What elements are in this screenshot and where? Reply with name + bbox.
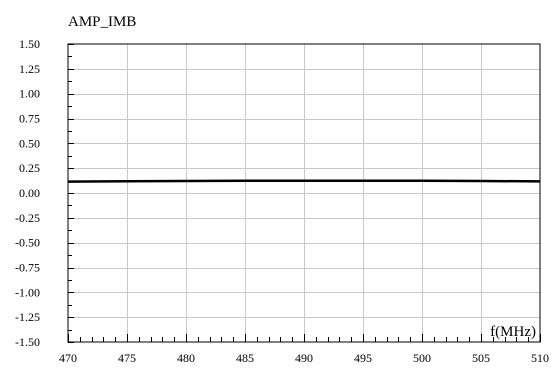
x-tick-label: 480 — [177, 351, 195, 365]
minor-ticks — [68, 44, 541, 343]
chart-title: AMP_IMB — [68, 14, 136, 30]
x-tick-labels: 470 475 480 485 490 495 500 505 510 — [59, 351, 549, 365]
y-tick-label: -0.25 — [15, 211, 40, 225]
y-tick-label: 0.75 — [19, 112, 40, 126]
y-tick-label: 0.25 — [19, 161, 40, 175]
y-tick-label: -1.25 — [15, 310, 40, 324]
x-tick-label: 470 — [59, 351, 77, 365]
x-tick-label: 500 — [413, 351, 431, 365]
series — [67, 179, 541, 183]
series-line — [67, 179, 541, 183]
x-tick-label: 495 — [354, 351, 372, 365]
plot-frame — [67, 43, 541, 343]
x-tick-label: 490 — [295, 351, 313, 365]
x-tick-label: 510 — [531, 351, 549, 365]
y-tick-label: 0.50 — [19, 136, 40, 150]
y-tick-label: -1.50 — [15, 335, 40, 349]
y-tick-label: 0.00 — [19, 186, 40, 200]
x-tick-label: 485 — [236, 351, 254, 365]
x-axis-label: f(MHz) — [490, 324, 536, 340]
y-tick-label: -0.50 — [15, 236, 40, 250]
y-tick-label: -1.00 — [15, 285, 40, 299]
grid — [68, 44, 540, 342]
y-tick-label: -0.75 — [15, 261, 40, 275]
y-tick-label: 1.00 — [19, 87, 40, 101]
y-tick-label: 1.25 — [19, 62, 40, 76]
y-tick-labels: 1.50 1.25 1.00 0.75 0.50 0.25 0.00 -0.25 -0.50 -0… — [15, 37, 40, 349]
y-tick-label: 1.50 — [19, 37, 40, 51]
x-tick-label: 505 — [472, 351, 490, 365]
x-tick-label: 475 — [118, 351, 136, 365]
